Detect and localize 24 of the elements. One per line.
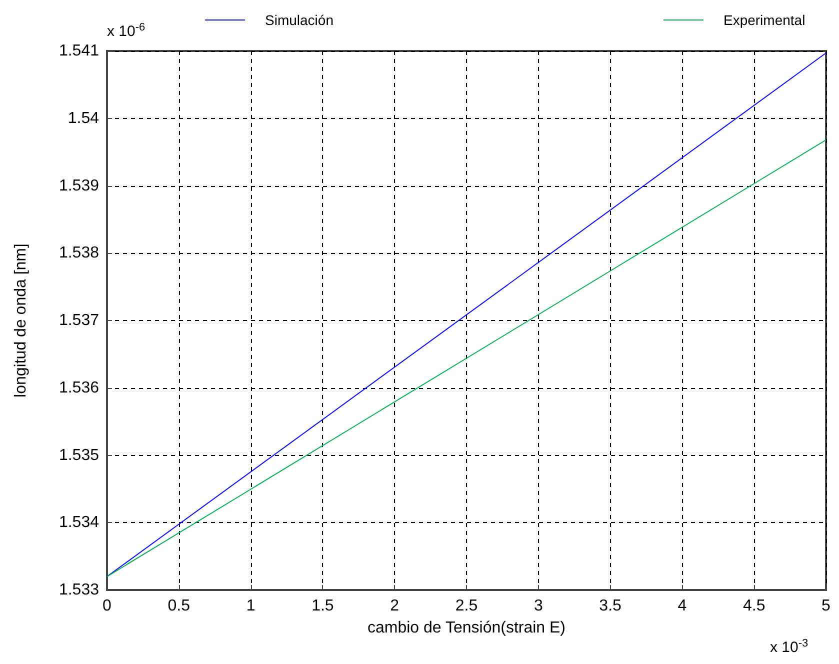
legend-label: Simulación bbox=[265, 12, 334, 28]
y-tick-label: 1.534 bbox=[58, 514, 100, 532]
y-tick-label: 1.537 bbox=[58, 312, 100, 329]
x-tick-label: 1 bbox=[246, 598, 256, 614]
y-tick-label: 1.539 bbox=[58, 177, 100, 194]
x-tick-label: 1.5 bbox=[312, 598, 334, 614]
x-tick-label: 3 bbox=[534, 598, 543, 614]
y-axis-title: longitud de onda [nm] bbox=[12, 244, 30, 398]
x-tick-label: 4.5 bbox=[742, 598, 766, 614]
x-tick-label: 5 bbox=[822, 598, 831, 614]
x-tick-label: 4 bbox=[678, 598, 687, 614]
y-tick-label: 1.536 bbox=[58, 379, 100, 396]
legend-label: Experimental bbox=[723, 12, 806, 28]
x-tick-label: 2.5 bbox=[455, 598, 478, 614]
y-tick-label: 1.533 bbox=[58, 582, 100, 598]
y-tick-label: 1.54 bbox=[68, 110, 100, 127]
x-axis-title: cambio de Tensión(strain E) bbox=[367, 620, 566, 636]
y-tick-label: 1.535 bbox=[58, 446, 100, 464]
y-tick-label: 1.538 bbox=[58, 244, 100, 262]
x-tick-label: 0.5 bbox=[168, 598, 190, 614]
x-tick-label: 3.5 bbox=[599, 598, 622, 614]
x-tick-label: 0 bbox=[102, 598, 112, 614]
y-tick-label: 1.541 bbox=[58, 42, 100, 60]
x-tick-label: 2 bbox=[390, 598, 400, 614]
